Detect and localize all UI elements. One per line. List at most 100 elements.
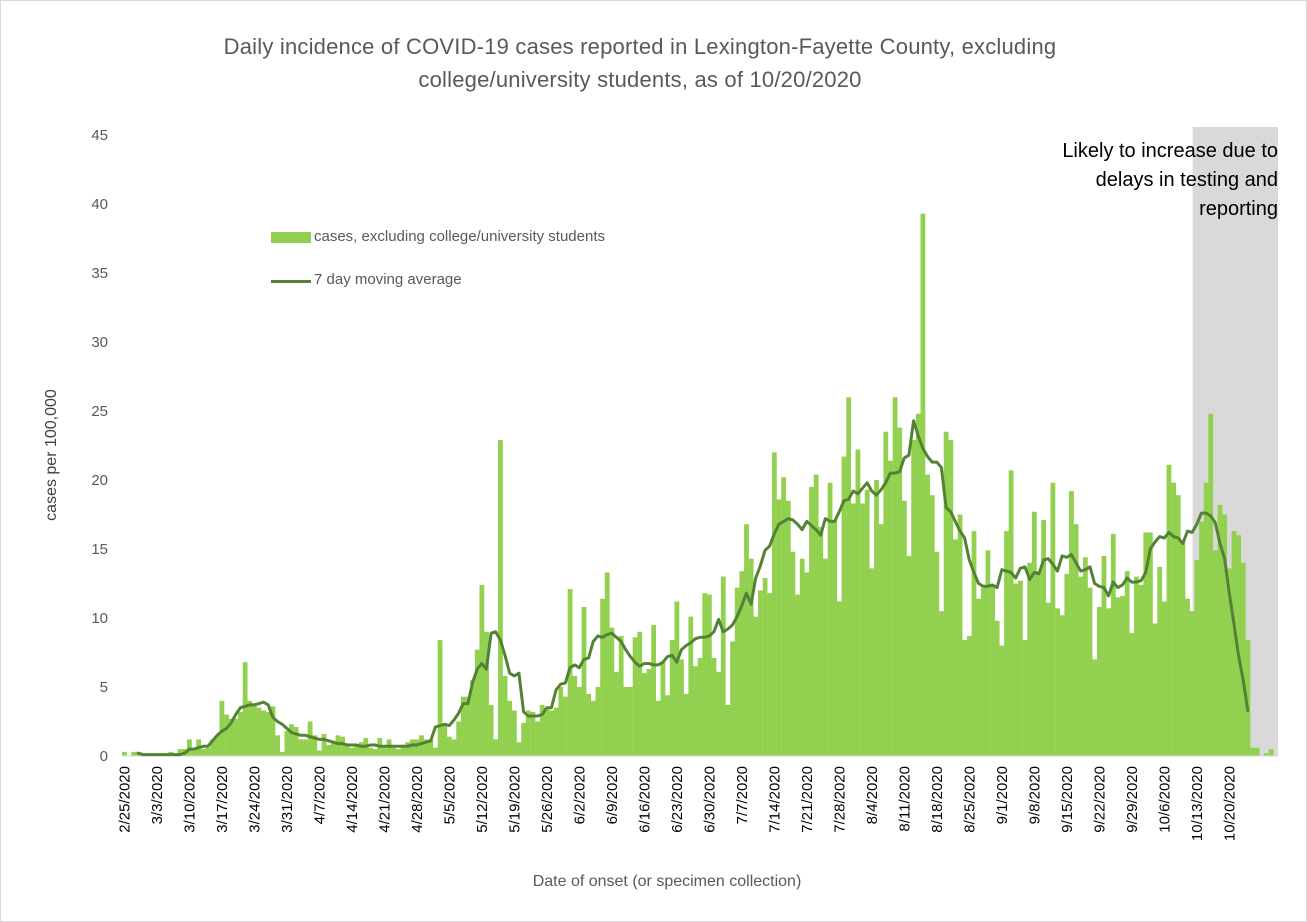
x-tick-label: 4/28/2020: [409, 766, 426, 833]
case-bar: [1087, 587, 1093, 756]
x-tick-label: 3/10/2020: [181, 766, 198, 833]
x-tick-label: 10/6/2020: [1156, 766, 1173, 833]
case-bar: [1236, 535, 1242, 756]
case-bar: [507, 700, 513, 756]
case-bar: [976, 598, 982, 756]
case-bar: [943, 431, 949, 756]
x-tick-label: 5/19/2020: [506, 766, 523, 833]
case-bar: [1226, 568, 1232, 756]
x-tick-label: 9/8/2020: [1026, 766, 1043, 824]
case-bar: [498, 439, 503, 756]
case-bar: [1055, 608, 1060, 756]
case-bar: [1022, 640, 1028, 756]
case-bar: [451, 739, 457, 756]
chart-title: Daily incidence of COVID-19 cases report…: [100, 30, 1180, 96]
case-bar: [419, 735, 424, 756]
case-bar: [456, 721, 462, 756]
case-bar: [1004, 531, 1009, 756]
case-bar: [813, 474, 819, 756]
case-bar: [1013, 583, 1019, 756]
case-bar: [484, 631, 489, 756]
case-bar: [307, 721, 313, 756]
case-bar: [423, 739, 429, 756]
case-bar: [1031, 511, 1037, 756]
case-bar: [966, 635, 972, 756]
case-bar: [734, 587, 740, 756]
case-bar: [265, 711, 271, 756]
case-bar: [1083, 557, 1088, 756]
case-bar: [1092, 659, 1098, 756]
case-bar: [581, 606, 587, 756]
case-bar: [191, 747, 197, 756]
case-bar: [1194, 560, 1200, 756]
case-bar: [354, 744, 359, 756]
case-bar: [1120, 595, 1125, 756]
y-tick-label: 25: [91, 403, 108, 420]
case-bar: [776, 499, 782, 756]
case-bar: [874, 480, 879, 756]
case-bar: [479, 584, 485, 756]
case-bar: [590, 700, 596, 756]
case-bar: [804, 572, 810, 756]
case-bar: [758, 590, 763, 756]
case-bar: [224, 714, 229, 756]
case-bar: [330, 742, 336, 756]
case-bar: [827, 482, 833, 756]
case-bar: [400, 744, 406, 756]
case-bar: [994, 620, 1000, 756]
case-bar: [1064, 573, 1070, 756]
case-bar: [934, 551, 940, 756]
x-tick-label: 10/20/2020: [1221, 766, 1238, 841]
case-bar: [790, 551, 796, 756]
case-bar: [697, 658, 703, 756]
case-bar: [572, 675, 578, 756]
case-bar: [785, 500, 791, 756]
case-bar: [460, 696, 466, 756]
case-bar: [730, 641, 735, 756]
case-bar: [1208, 413, 1214, 756]
case-bar: [799, 558, 805, 756]
case-bar: [205, 747, 211, 756]
case-bar: [1217, 504, 1223, 756]
case-bar: [869, 568, 875, 756]
case-bar: [442, 725, 448, 756]
case-bar: [878, 524, 884, 756]
case-bar: [748, 558, 754, 756]
x-tick-label: 3/3/2020: [149, 766, 166, 824]
case-bar: [284, 731, 290, 756]
case-bar: [725, 704, 731, 756]
case-bar: [836, 601, 842, 756]
case-bar: [1041, 520, 1047, 756]
case-bar: [326, 744, 332, 756]
case-bar: [669, 640, 675, 756]
x-tick-label: 7/7/2020: [734, 766, 751, 824]
case-bar: [525, 710, 531, 756]
case-bar: [539, 704, 545, 756]
y-tick-label: 30: [91, 334, 108, 351]
case-bar: [437, 640, 443, 756]
x-tick-label: 5/26/2020: [539, 766, 556, 833]
case-bar: [270, 706, 276, 756]
case-bar: [892, 397, 898, 756]
x-axis-label: Date of onset (or specimen collection): [532, 873, 802, 890]
case-bar: [939, 611, 944, 756]
case-bar: [1222, 514, 1228, 756]
case-bar: [1213, 550, 1218, 756]
case-bar: [1254, 747, 1260, 756]
case-bar: [753, 616, 759, 756]
y-tick-label: 20: [91, 472, 108, 489]
case-bar: [1106, 608, 1112, 756]
case-bar: [289, 724, 294, 756]
case-bar: [470, 680, 475, 756]
case-bar: [1231, 531, 1237, 756]
legend-swatch-line: [271, 280, 311, 283]
case-bar: [920, 213, 926, 756]
case-bar: [618, 635, 624, 756]
case-bar: [428, 739, 434, 756]
case-bar: [321, 733, 327, 756]
case-bar: [860, 503, 865, 756]
x-tick-label: 8/4/2020: [864, 766, 881, 824]
legend-swatch-bar: [271, 232, 311, 243]
